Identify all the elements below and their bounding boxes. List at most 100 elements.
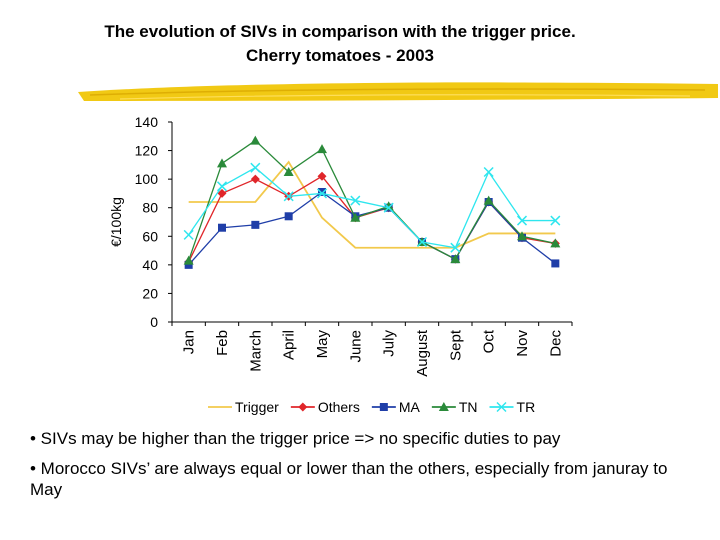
data-point-square xyxy=(184,260,193,269)
x-tick-label: Jan xyxy=(181,330,198,354)
x-tick-label: May xyxy=(314,330,331,359)
legend-label: Others xyxy=(318,399,360,415)
x-tick-label: July xyxy=(381,330,398,357)
data-point-square xyxy=(551,259,560,268)
data-point-square xyxy=(251,220,260,229)
y-tick-label: 60 xyxy=(142,228,158,244)
x-tick-label: Sept xyxy=(447,329,464,361)
data-point-x-stroke xyxy=(283,191,294,202)
data-point-x xyxy=(550,215,561,226)
data-point-x xyxy=(350,195,361,206)
data-point-triangle xyxy=(517,231,527,241)
legend-item-ma: MA xyxy=(371,399,421,415)
data-point-square xyxy=(284,212,293,221)
data-point-square xyxy=(318,188,326,196)
y-tick-label: 140 xyxy=(135,114,159,130)
chart-title-block: The evolution of SIVs in comparison with… xyxy=(30,20,650,68)
x-tick-label: Nov xyxy=(514,330,531,357)
data-point-x-stroke xyxy=(250,162,261,173)
data-point-x-stroke xyxy=(416,236,428,248)
data-point-diamond xyxy=(298,402,308,412)
data-point-x-stroke xyxy=(383,202,394,213)
data-point-triangle xyxy=(550,238,561,248)
series-line-ma xyxy=(188,191,556,266)
series-trigger xyxy=(188,160,556,249)
series-line-trigger xyxy=(188,160,556,249)
x-tick-label: August xyxy=(414,329,431,377)
legend: Trigger Others MA TN TR xyxy=(208,399,535,415)
data-point-diamond xyxy=(317,171,327,181)
data-point-x-stroke xyxy=(216,181,228,192)
data-point-x xyxy=(216,181,228,192)
y-tick-label: 100 xyxy=(135,171,159,187)
data-point-triangle xyxy=(283,167,294,176)
data-point-x-stroke xyxy=(550,215,561,226)
legend-item-tn: TN xyxy=(431,399,478,415)
data-point-x xyxy=(316,188,328,199)
legend-item-tr: TR xyxy=(489,399,536,415)
notes-block: • SIVs may be higher than the trigger pr… xyxy=(30,428,680,509)
data-point-square xyxy=(218,223,226,232)
data-point-triangle xyxy=(438,402,449,411)
data-point-triangle xyxy=(217,158,227,168)
data-point-x xyxy=(250,162,261,173)
series-tn xyxy=(183,135,561,265)
series-others xyxy=(184,171,560,267)
y-tick-label: 20 xyxy=(142,285,158,301)
data-point-x-stroke xyxy=(350,195,361,206)
legend-label: MA xyxy=(399,399,421,415)
series-ma xyxy=(184,188,560,269)
series-line-tn xyxy=(188,139,556,261)
title-line-2: Cherry tomatoes - 2003 xyxy=(245,46,435,65)
data-point-x-stroke xyxy=(183,229,194,240)
data-point-x xyxy=(496,401,507,413)
data-point-x-stroke xyxy=(316,188,328,199)
data-point-triangle xyxy=(383,201,394,211)
data-point-triangle xyxy=(183,255,194,265)
data-point-x xyxy=(450,242,461,253)
data-point-x-stroke xyxy=(450,242,461,253)
data-point-x-stroke xyxy=(516,215,528,226)
y-tick-label: 0 xyxy=(150,314,158,330)
data-point-x-stroke xyxy=(483,166,494,178)
x-tick-label: March xyxy=(247,330,264,372)
data-point-triangle xyxy=(483,195,494,205)
data-point-x xyxy=(483,166,494,178)
data-point-diamond xyxy=(217,188,227,198)
brush-stroke-streak xyxy=(89,88,706,96)
x-tick-label: Feb xyxy=(214,330,231,356)
y-tick-label: 40 xyxy=(142,257,158,273)
legend-label: TN xyxy=(459,399,478,415)
y-tick-label: 120 xyxy=(135,143,159,159)
legend-label: Trigger xyxy=(235,399,279,415)
legend-item-others: Others xyxy=(290,399,360,415)
title-line-1: The evolution of SIVs in comparison with… xyxy=(104,22,576,41)
data-point-x xyxy=(383,202,394,213)
data-point-diamond xyxy=(250,174,260,184)
x-tick-label: Oct xyxy=(481,329,498,353)
data-point-triangle xyxy=(450,254,461,264)
legend-item-trigger: Trigger xyxy=(208,399,279,415)
x-tick-label: June xyxy=(347,330,364,363)
data-point-triangle xyxy=(250,135,261,145)
data-point-x xyxy=(183,229,194,240)
y-axis-label: €/100kg xyxy=(108,197,124,247)
note-1: • SIVs may be higher than the trigger pr… xyxy=(30,429,561,448)
data-point-x xyxy=(516,215,528,226)
x-tick-label: April xyxy=(281,330,298,360)
data-point-square xyxy=(379,403,388,411)
data-point-x xyxy=(416,236,428,248)
y-tick-label: 80 xyxy=(142,200,158,216)
data-point-x xyxy=(283,191,294,202)
legend-label: TR xyxy=(517,399,536,415)
data-point-x-stroke xyxy=(496,401,507,413)
brush-stroke-highlight xyxy=(119,94,691,100)
series-line-tr xyxy=(188,166,556,249)
data-point-triangle xyxy=(317,144,327,154)
x-tick-label: Dec xyxy=(547,330,564,357)
series-tr xyxy=(183,162,561,253)
data-point-triangle xyxy=(350,212,361,222)
note-2: • Morocco SIVs’ are always equal or lowe… xyxy=(30,459,668,499)
